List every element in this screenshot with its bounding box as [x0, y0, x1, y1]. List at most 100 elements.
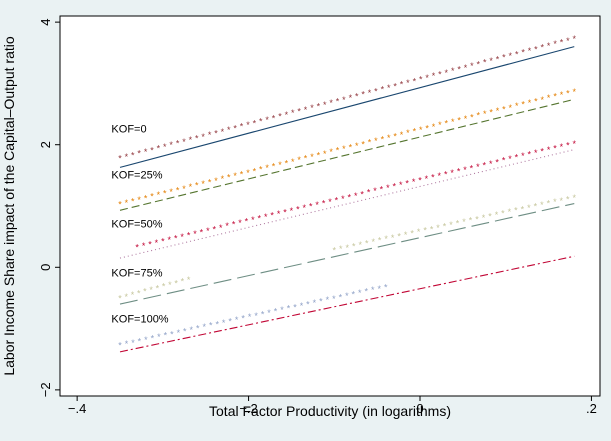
star-marker: *	[208, 177, 212, 187]
series-label: KOF=100%	[111, 313, 168, 325]
star-marker: *	[374, 86, 378, 96]
star-marker: *	[443, 221, 447, 231]
star-marker: *	[164, 331, 168, 341]
star-marker: *	[495, 157, 499, 167]
star-marker: *	[225, 221, 229, 231]
star-marker: *	[259, 165, 263, 175]
star-marker: *	[345, 291, 349, 301]
star-marker: *	[265, 163, 269, 173]
star-marker: *	[573, 139, 577, 149]
star-marker: *	[233, 123, 237, 133]
star-marker: *	[393, 81, 397, 91]
star-marker: *	[309, 201, 313, 211]
star-marker: *	[393, 131, 397, 141]
star-marker: *	[137, 195, 141, 205]
star-marker: *	[297, 107, 301, 117]
star-marker: *	[196, 324, 200, 334]
series-label: KOF=0	[111, 123, 146, 135]
star-marker: *	[423, 226, 427, 236]
star-marker: *	[521, 204, 525, 214]
star-marker: *	[384, 282, 388, 292]
star-marker: *	[333, 246, 337, 256]
star-marker: *	[157, 190, 161, 200]
star-marker: *	[221, 174, 225, 184]
x-axis-label: Total Factor Productivity (in logarithms…	[209, 403, 451, 419]
star-marker: *	[278, 112, 282, 122]
star-marker: *	[566, 141, 570, 151]
star-marker: *	[287, 304, 291, 314]
star-marker: *	[521, 100, 525, 110]
star-marker: *	[449, 220, 453, 230]
star-marker: *	[304, 154, 308, 164]
star-marker: *	[547, 41, 551, 51]
star-marker: *	[201, 179, 205, 189]
star-marker: *	[246, 120, 250, 130]
star-marker: *	[528, 98, 532, 108]
y-axis: −2 0 2 4	[38, 19, 60, 397]
star-marker: *	[253, 118, 257, 128]
star-marker: *	[573, 193, 577, 203]
star-marker: *	[208, 130, 212, 140]
star-marker: *	[118, 200, 122, 210]
star-marker: *	[346, 243, 350, 253]
star-marker: *	[528, 46, 532, 56]
star-marker: *	[214, 176, 218, 186]
star-marker: *	[573, 87, 577, 97]
star-marker: *	[170, 329, 174, 339]
star-marker: *	[235, 315, 239, 325]
star-marker: *	[254, 311, 258, 321]
star-marker: *	[541, 43, 545, 53]
x-axis: −.4 −.2 0 .2	[68, 396, 597, 416]
star-marker: *	[315, 200, 319, 210]
star-marker: *	[462, 217, 466, 227]
star-marker: *	[125, 198, 129, 208]
star-marker: *	[553, 39, 557, 49]
star-marker: *	[293, 302, 297, 312]
star-marker: *	[180, 232, 184, 242]
star-marker: *	[425, 123, 429, 133]
star-marker: *	[413, 127, 417, 137]
star-marker: *	[310, 103, 314, 113]
star-marker: *	[432, 122, 436, 132]
star-marker: *	[189, 135, 193, 145]
star-marker: *	[540, 147, 544, 157]
star-marker: *	[118, 293, 122, 303]
star-marker: *	[317, 102, 321, 112]
star-marker: *	[322, 198, 326, 208]
star-marker: *	[303, 203, 307, 213]
star-marker: *	[272, 162, 276, 172]
star-marker: *	[496, 54, 500, 64]
star-marker: *	[214, 128, 218, 138]
star-marker: *	[483, 160, 487, 170]
star-marker: *	[501, 209, 505, 219]
star-marker: *	[475, 214, 479, 224]
star-marker: *	[470, 61, 474, 71]
star-marker: *	[118, 154, 122, 164]
star-marker: *	[174, 278, 178, 288]
star-marker: *	[482, 213, 486, 223]
star-marker: *	[317, 150, 321, 160]
star-marker: *	[445, 68, 449, 78]
star-marker: *	[193, 229, 197, 239]
star-marker: *	[560, 38, 564, 48]
star-marker: *	[142, 241, 146, 251]
star-marker: *	[157, 332, 161, 342]
star-marker: *	[463, 165, 467, 175]
star-marker: *	[566, 88, 570, 98]
star-marker: *	[509, 103, 513, 113]
star-marker: *	[367, 188, 371, 198]
star-marker: *	[342, 95, 346, 105]
star-marker: *	[553, 144, 557, 154]
star-marker: *	[438, 171, 442, 181]
star-marker: *	[377, 284, 381, 294]
star-marker: *	[215, 319, 219, 329]
star-marker: *	[339, 292, 343, 302]
star-marker: *	[304, 105, 308, 115]
series-0: * * * * * * * * * * * * * * * * * * * * * * * * * * * * * * * * * * * * * * * *…	[118, 34, 577, 168]
star-marker: *	[240, 169, 244, 179]
star-marker: *	[332, 294, 336, 304]
star-marker: *	[451, 117, 455, 127]
star-marker: *	[365, 239, 369, 249]
star-marker: *	[547, 145, 551, 155]
star-marker: *	[277, 209, 281, 219]
